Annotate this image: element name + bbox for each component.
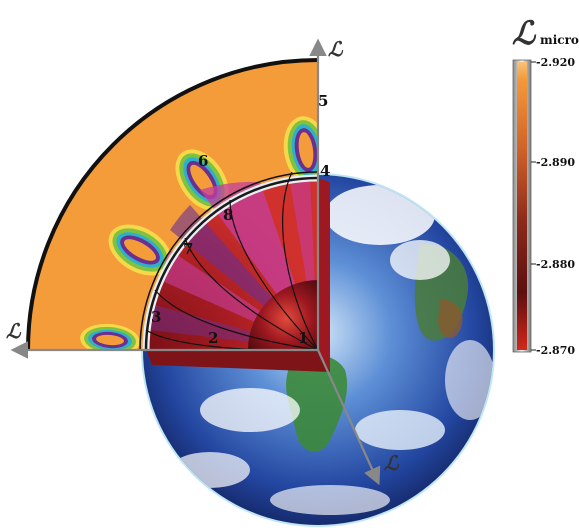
region-label-5: 5 <box>318 92 328 110</box>
depth-axis <box>316 349 381 486</box>
legend-symbol: ℒ <box>512 14 537 52</box>
core-region <box>248 280 318 350</box>
axes: ℒ ℒ ℒ <box>6 37 400 486</box>
region-label-1: 1 <box>298 329 308 347</box>
outer-boundary <box>26 58 319 351</box>
axis-label-depth: ℒ <box>384 451 400 475</box>
region-label-6: 6 <box>198 152 208 170</box>
region-label-8: 8 <box>223 206 233 224</box>
legend-color-bar <box>517 62 527 350</box>
legend-subscript: micro <box>540 33 579 47</box>
legend-tick-0: -2.920 <box>536 56 575 69</box>
region-label-7: 7 <box>183 240 193 258</box>
inner-quarter <box>139 171 330 372</box>
axis-label-vertical: ℒ <box>328 37 344 61</box>
legend-tick-2: -2.880 <box>536 258 575 271</box>
color-legend: ℒ micro -2.920 -2.890 -2.880 -2.870 <box>512 14 579 357</box>
legend-tick-3: -2.870 <box>536 344 575 357</box>
region-labels: 1 2 3 4 5 6 7 8 <box>151 92 330 347</box>
legend-tick-1: -2.890 <box>536 156 575 169</box>
region-label-4: 4 <box>320 162 330 180</box>
region-label-3: 3 <box>151 308 161 326</box>
axis-label-horizontal: ℒ <box>6 319 22 343</box>
region-label-2: 2 <box>208 329 218 347</box>
